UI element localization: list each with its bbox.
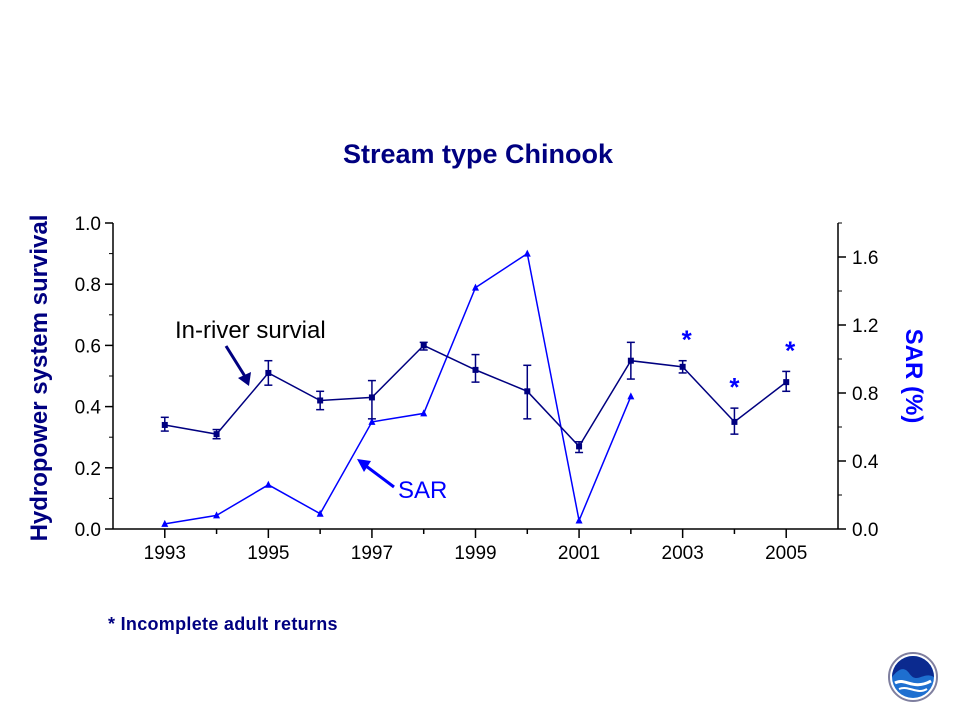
right-axis-label: SAR (%) — [900, 329, 927, 424]
x-tick-label: 1993 — [144, 543, 186, 564]
inriver-point — [420, 342, 427, 349]
left-tick-label: 1.0 — [75, 214, 101, 235]
incomplete-star: * — [729, 372, 740, 402]
left-tick-label: 0.2 — [75, 459, 101, 480]
sar-line — [164, 252, 632, 525]
inriver-series — [160, 341, 791, 454]
inriver-point — [265, 369, 272, 376]
x-tick-label: 2001 — [558, 543, 600, 564]
sar-annotation: SAR — [398, 477, 447, 504]
right-tick-label: 0.8 — [852, 384, 878, 405]
inriver-point — [317, 397, 324, 404]
inriver-point — [783, 379, 790, 386]
left-tick-label: 0.8 — [75, 275, 101, 296]
noaa-logo-icon — [888, 652, 938, 702]
sar-point — [264, 480, 272, 488]
inriver-point — [161, 421, 168, 428]
x-axis: 1993 1995 1997 1999 2001 2003 2005 — [113, 528, 838, 564]
left-tick-label: 0.6 — [75, 336, 101, 357]
x-tick-label: 1999 — [454, 543, 496, 564]
inriver-point — [213, 431, 220, 438]
sar-point — [420, 409, 428, 417]
sar-arrow-head — [357, 459, 371, 472]
inriver-point — [627, 357, 634, 364]
right-tick-label: 1.2 — [852, 316, 878, 337]
inriver-point — [524, 388, 531, 395]
sar-point — [472, 283, 479, 291]
chart-title: Stream type Chinook — [343, 139, 614, 169]
right-tick-label: 0.4 — [852, 452, 879, 473]
inriver-point — [679, 363, 686, 370]
footnote: * Incomplete adult returns — [108, 614, 338, 634]
inriver-arrow-head — [238, 372, 251, 386]
sar-point — [368, 417, 376, 425]
x-tick-label: 2005 — [765, 543, 807, 564]
incomplete-star: * — [682, 325, 693, 355]
sar-point — [523, 249, 531, 257]
sar-point — [627, 392, 635, 400]
x-tick-label: 2003 — [662, 543, 704, 564]
inriver-point — [368, 394, 375, 401]
sar-point — [213, 511, 221, 519]
right-tick-label: 1.6 — [852, 248, 878, 269]
inriver-annotation: In-river survial — [175, 317, 326, 344]
inriver-arrow-line — [224, 345, 248, 379]
sar-point — [161, 519, 169, 527]
left-tick-label: 0.4 — [75, 398, 102, 419]
inriver-point — [576, 443, 583, 450]
left-y-axis: 0.0 0.2 0.4 0.6 0.8 1.0 — [75, 214, 114, 541]
x-tick-label: 1997 — [351, 543, 393, 564]
incomplete-markers: * * * — [682, 325, 797, 402]
sar-point — [575, 516, 583, 524]
left-axis-label: Hydropower system survival — [26, 215, 53, 542]
right-tick-label: 0.0 — [852, 520, 878, 541]
x-tick-label: 1995 — [247, 543, 289, 564]
sar-arrow-line — [365, 464, 395, 489]
left-tick-label: 0.0 — [75, 520, 101, 541]
sar-point — [316, 509, 324, 517]
inriver-point — [472, 366, 479, 373]
incomplete-star: * — [785, 335, 796, 365]
inriver-point — [731, 418, 738, 425]
right-y-axis: 0.0 0.4 0.8 1.2 1.6 — [837, 222, 879, 541]
sar-series — [161, 249, 635, 527]
